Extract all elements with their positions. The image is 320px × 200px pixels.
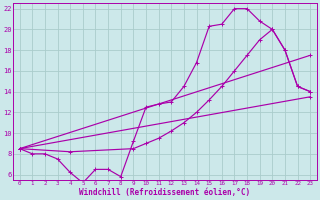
X-axis label: Windchill (Refroidissement éolien,°C): Windchill (Refroidissement éolien,°C) — [79, 188, 251, 197]
